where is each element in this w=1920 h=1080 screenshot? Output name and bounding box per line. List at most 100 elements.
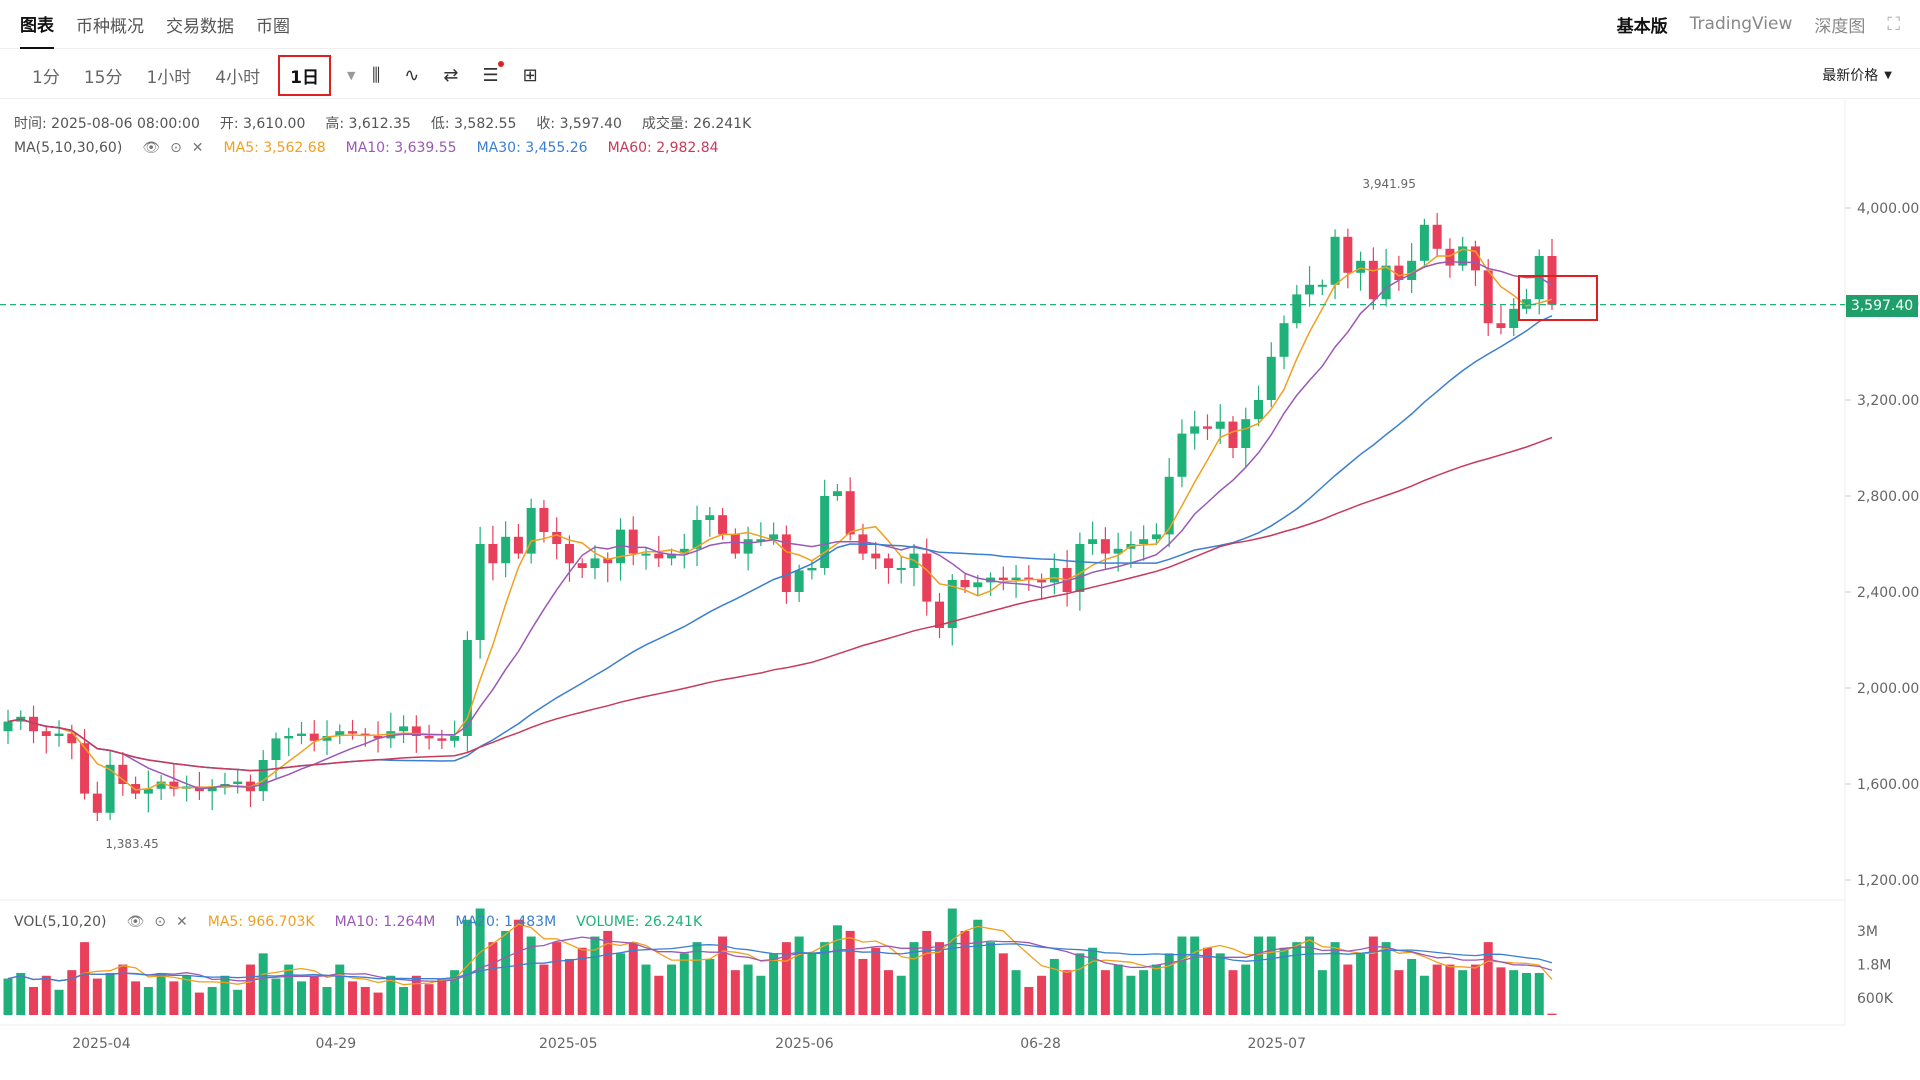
vol-title: VOL(5,10,20) [14,914,107,930]
volume-bar [245,964,255,1015]
settings-list-icon[interactable]: ☰ [482,60,504,86]
candle-body [54,733,64,736]
volume-bar [871,947,881,1015]
volume-bar [1521,972,1531,1015]
volume-bar [1458,970,1468,1015]
ma30-line [7,315,1553,772]
price-mode-label: 最新价格 [1822,68,1879,84]
candle-body [1419,224,1429,261]
ma60-value: MA60: 2,982.84 [607,139,719,156]
volume-bar [1075,953,1085,1015]
volume-bar [705,958,715,1015]
volume-bar [679,953,689,1015]
price-mode-select[interactable]: 最新价格 ▼ [1822,52,1892,98]
volume-bar [667,964,677,1015]
volume-bar [947,908,957,1015]
volume-bar [1394,970,1404,1015]
candle-body [845,491,855,535]
info-low: 低: 3,582.55 [430,115,517,132]
volume-bar [1126,975,1136,1015]
interval-15m[interactable]: 15分 [83,67,123,88]
candle-body [1164,476,1174,535]
volume-bar [1419,975,1429,1015]
volume-bar [1343,964,1353,1015]
price-tick-label: 3,200.00 [1857,393,1919,409]
last-price-label: 3,597.40 [1846,295,1918,317]
vol-ma10-line [7,936,1553,983]
volume-bar [590,936,600,1015]
candle-body [411,726,421,736]
candle-body [539,508,549,532]
candle-body [1113,548,1123,554]
volume-bar [194,992,204,1015]
chevron-down-icon: ▼ [1884,69,1892,81]
volume-bar [1215,953,1225,1015]
settings-icon[interactable]: ⊙ [170,139,182,156]
interval-1d-selected[interactable]: 1日 [278,54,331,96]
interval-dropdown-icon[interactable]: ▼ [346,68,356,82]
fullscreen-icon[interactable]: ⛶ [1887,13,1900,35]
vol-close-icon[interactable]: ✕ [176,914,188,930]
volume-bar [462,919,472,1015]
info-open: 开: 3,610.00 [219,115,306,132]
volume-bar [1190,936,1200,1015]
price-tick-label: 2,800.00 [1857,489,1919,505]
volume-tick-label: 1.8M [1857,958,1891,974]
volume-bar [1202,947,1212,1015]
ma5-line [7,248,1553,791]
tab-trading-data[interactable]: 交易数据 [166,16,234,37]
volume-bar [730,970,740,1015]
candle-body [781,534,791,592]
swap-icon[interactable]: ⇄ [443,64,459,86]
close-icon[interactable]: ✕ [191,139,204,156]
tab-coin-circle[interactable]: 币圈 [256,16,290,37]
volume-bar [1266,936,1276,1015]
tradingview-tab[interactable]: TradingView [1689,14,1793,34]
interval-1m[interactable]: 1分 [32,67,60,88]
candle-body [718,515,728,535]
volume-bar [1432,964,1442,1015]
volume-bar [207,986,217,1015]
candle-body [883,558,893,568]
candle-body [1254,400,1264,420]
interval-4h[interactable]: 4小时 [215,67,261,88]
candle-body [1100,539,1110,554]
tab-chart[interactable]: 图表 [20,0,54,49]
candle-body [1496,323,1506,328]
tab-coin-overview[interactable]: 币种概况 [76,16,144,37]
depth-chart-tab[interactable]: 深度图 [1814,16,1866,37]
layout-icon[interactable]: ⊞ [522,64,538,86]
candle-body [1305,284,1315,295]
volume-bar [858,958,868,1015]
candle-body [628,529,638,554]
basic-version-tab[interactable]: 基本版 [1616,16,1668,37]
candlestick-icon[interactable]: ⫼ [372,64,381,86]
candle-body [258,760,268,792]
candle-body [1075,544,1085,592]
x-axis-label: 2025-07 [1247,1036,1306,1052]
info-high: 高: 3,612.35 [325,115,411,132]
price-tick-label: 2,000.00 [1857,681,1919,697]
volume-bar [1470,964,1480,1015]
volume-bar [1317,970,1327,1015]
candle-body [871,553,881,559]
candle-body [1445,248,1455,266]
candle-body [80,743,90,794]
candle-body [1381,265,1391,300]
volume-bar [373,992,383,1015]
eye-icon[interactable]: 👁 [142,139,161,156]
vol-settings-icon[interactable]: ⊙ [154,914,167,930]
indicator-icon[interactable]: ∿ [404,64,420,86]
volume-bar [1100,970,1110,1015]
highlight-box [1518,275,1598,321]
volume-bar [807,953,817,1015]
candle-body [1343,236,1353,273]
vol-eye-icon[interactable]: 👁 [126,914,145,930]
candle-body [692,520,702,549]
candle-body [654,553,664,559]
interval-1h[interactable]: 1小时 [146,67,192,88]
volume-bar [883,970,893,1015]
ma10-line [7,260,1553,790]
volume-bar [1534,972,1544,1015]
